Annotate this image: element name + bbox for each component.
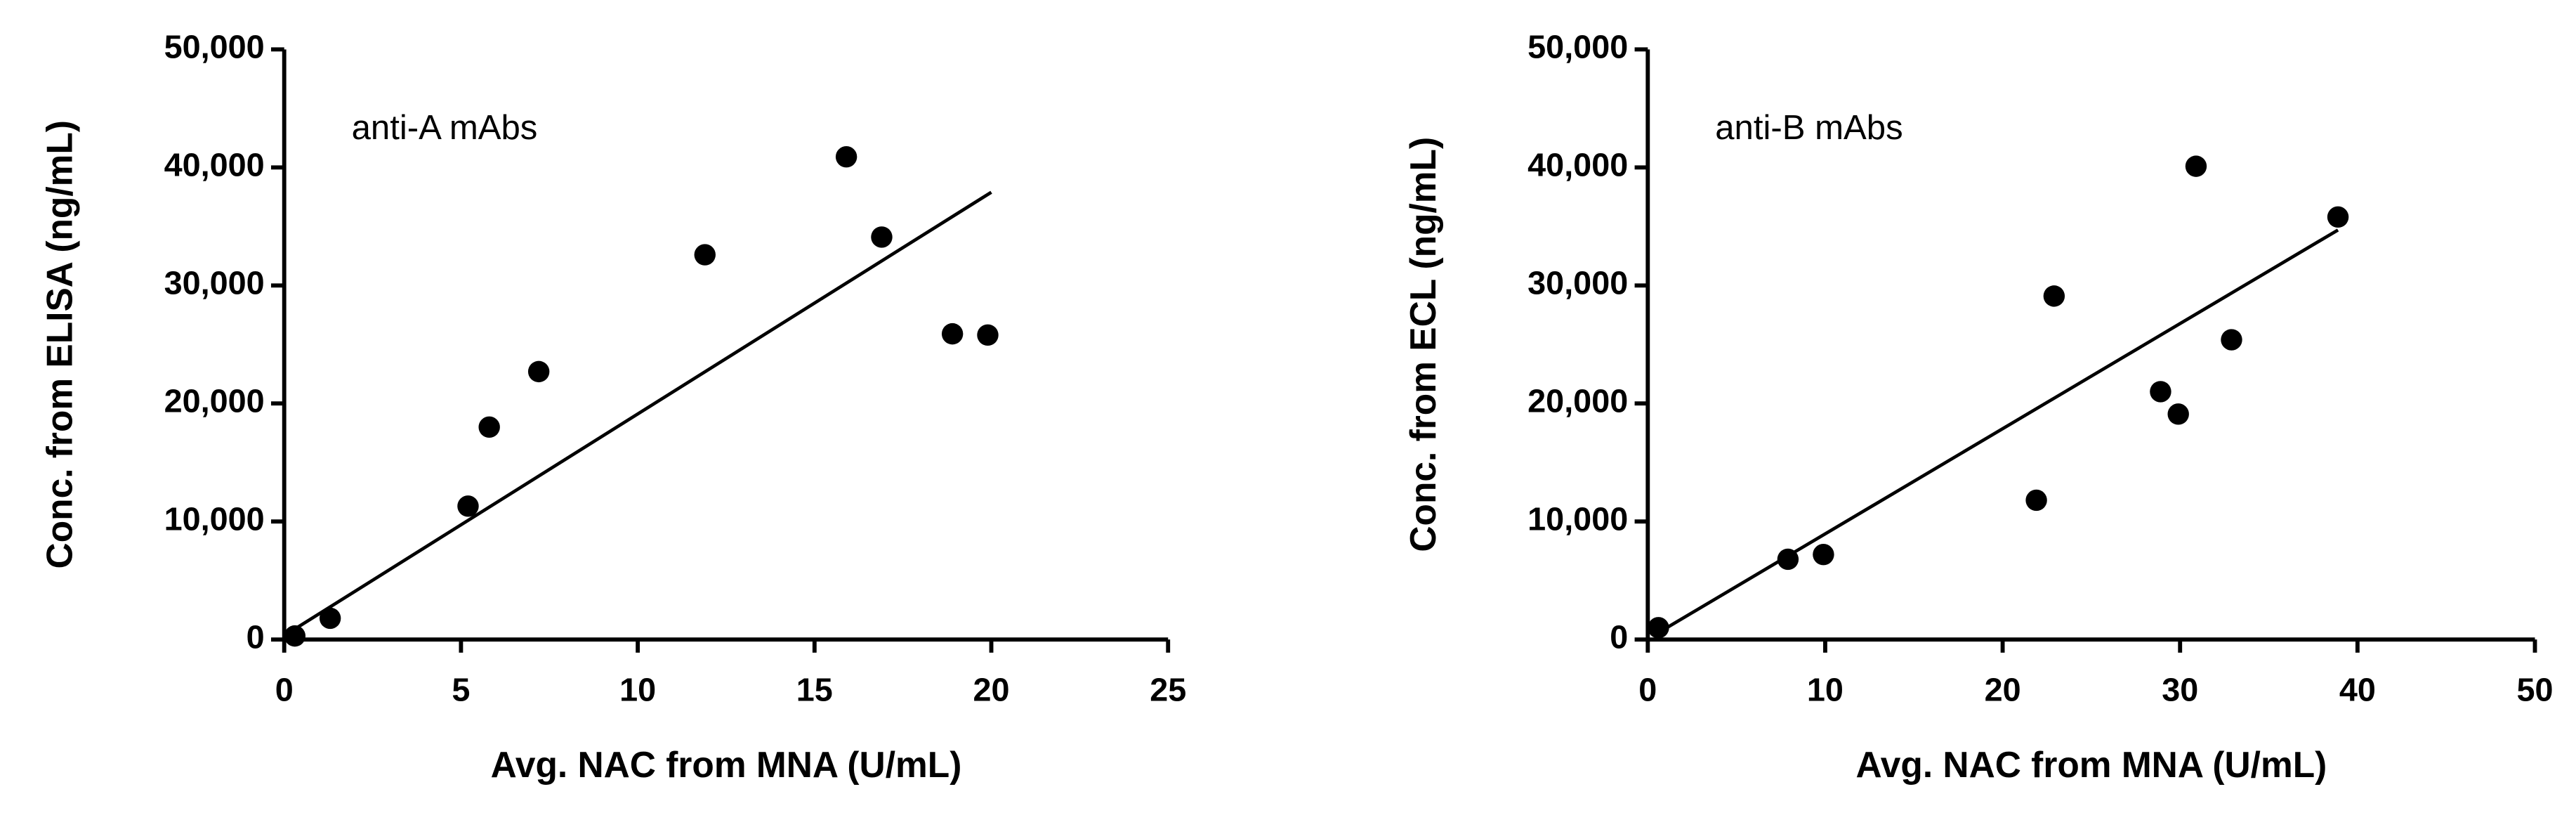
point <box>2167 403 2189 425</box>
point <box>2327 206 2349 228</box>
y-tick-label: 0 <box>247 619 265 656</box>
y-axis-title: Conc. from ECL (ng/mL) <box>1402 137 1443 552</box>
x-tick-label: 30 <box>2162 671 2198 708</box>
y-tick-label: 50,000 <box>1527 29 1628 65</box>
point <box>2025 489 2047 512</box>
x-tick-label: 15 <box>796 671 833 708</box>
y-tick-label: 20,000 <box>1527 383 1628 419</box>
point <box>2185 155 2207 177</box>
point <box>694 244 716 266</box>
y-tick-label: 40,000 <box>164 147 265 183</box>
y-tick-label: 0 <box>1610 619 1628 656</box>
annotation: anti-A mAbs <box>352 109 538 147</box>
point <box>835 145 857 168</box>
point <box>1813 544 1834 566</box>
fit-line <box>290 190 992 633</box>
x-tick-label: 25 <box>1150 671 1186 708</box>
x-axis-title: Avg. NAC from MNA (U/mL) <box>491 744 962 785</box>
point <box>1777 548 1799 571</box>
fit-line <box>1654 228 2339 637</box>
point <box>871 226 893 248</box>
x-tick-label: 20 <box>1985 671 2021 708</box>
point <box>527 360 550 383</box>
y-tick-label: 10,000 <box>164 501 265 538</box>
y-tick-label: 20,000 <box>164 383 265 419</box>
y-tick-label: 30,000 <box>1527 265 1628 301</box>
x-tick-label: 20 <box>973 671 1010 708</box>
point <box>2150 381 2171 403</box>
y-tick-label: 50,000 <box>164 29 265 65</box>
x-tick-label: 40 <box>2339 671 2376 708</box>
point <box>457 495 479 517</box>
point <box>941 323 964 345</box>
x-tick-label: 5 <box>452 671 470 708</box>
y-axis-title: Conc. from ELISA (ng/mL) <box>39 120 79 568</box>
point <box>2221 329 2242 351</box>
x-tick-label: 50 <box>2517 671 2554 708</box>
x-tick-label: 0 <box>275 671 294 708</box>
point <box>478 416 500 438</box>
y-tick-label: 30,000 <box>164 265 265 301</box>
x-tick-label: 10 <box>619 671 656 708</box>
point <box>1648 617 1669 639</box>
annotation: anti-B mAbs <box>1715 109 1903 147</box>
point <box>977 324 999 346</box>
y-tick-label: 10,000 <box>1527 501 1628 538</box>
x-axis-title: Avg. NAC from MNA (U/mL) <box>1856 744 2327 785</box>
y-tick-label: 40,000 <box>1527 147 1628 183</box>
x-tick-label: 0 <box>1638 671 1657 708</box>
point <box>2043 285 2065 307</box>
x-tick-label: 10 <box>1807 671 1844 708</box>
point <box>319 607 341 630</box>
point <box>284 625 306 647</box>
